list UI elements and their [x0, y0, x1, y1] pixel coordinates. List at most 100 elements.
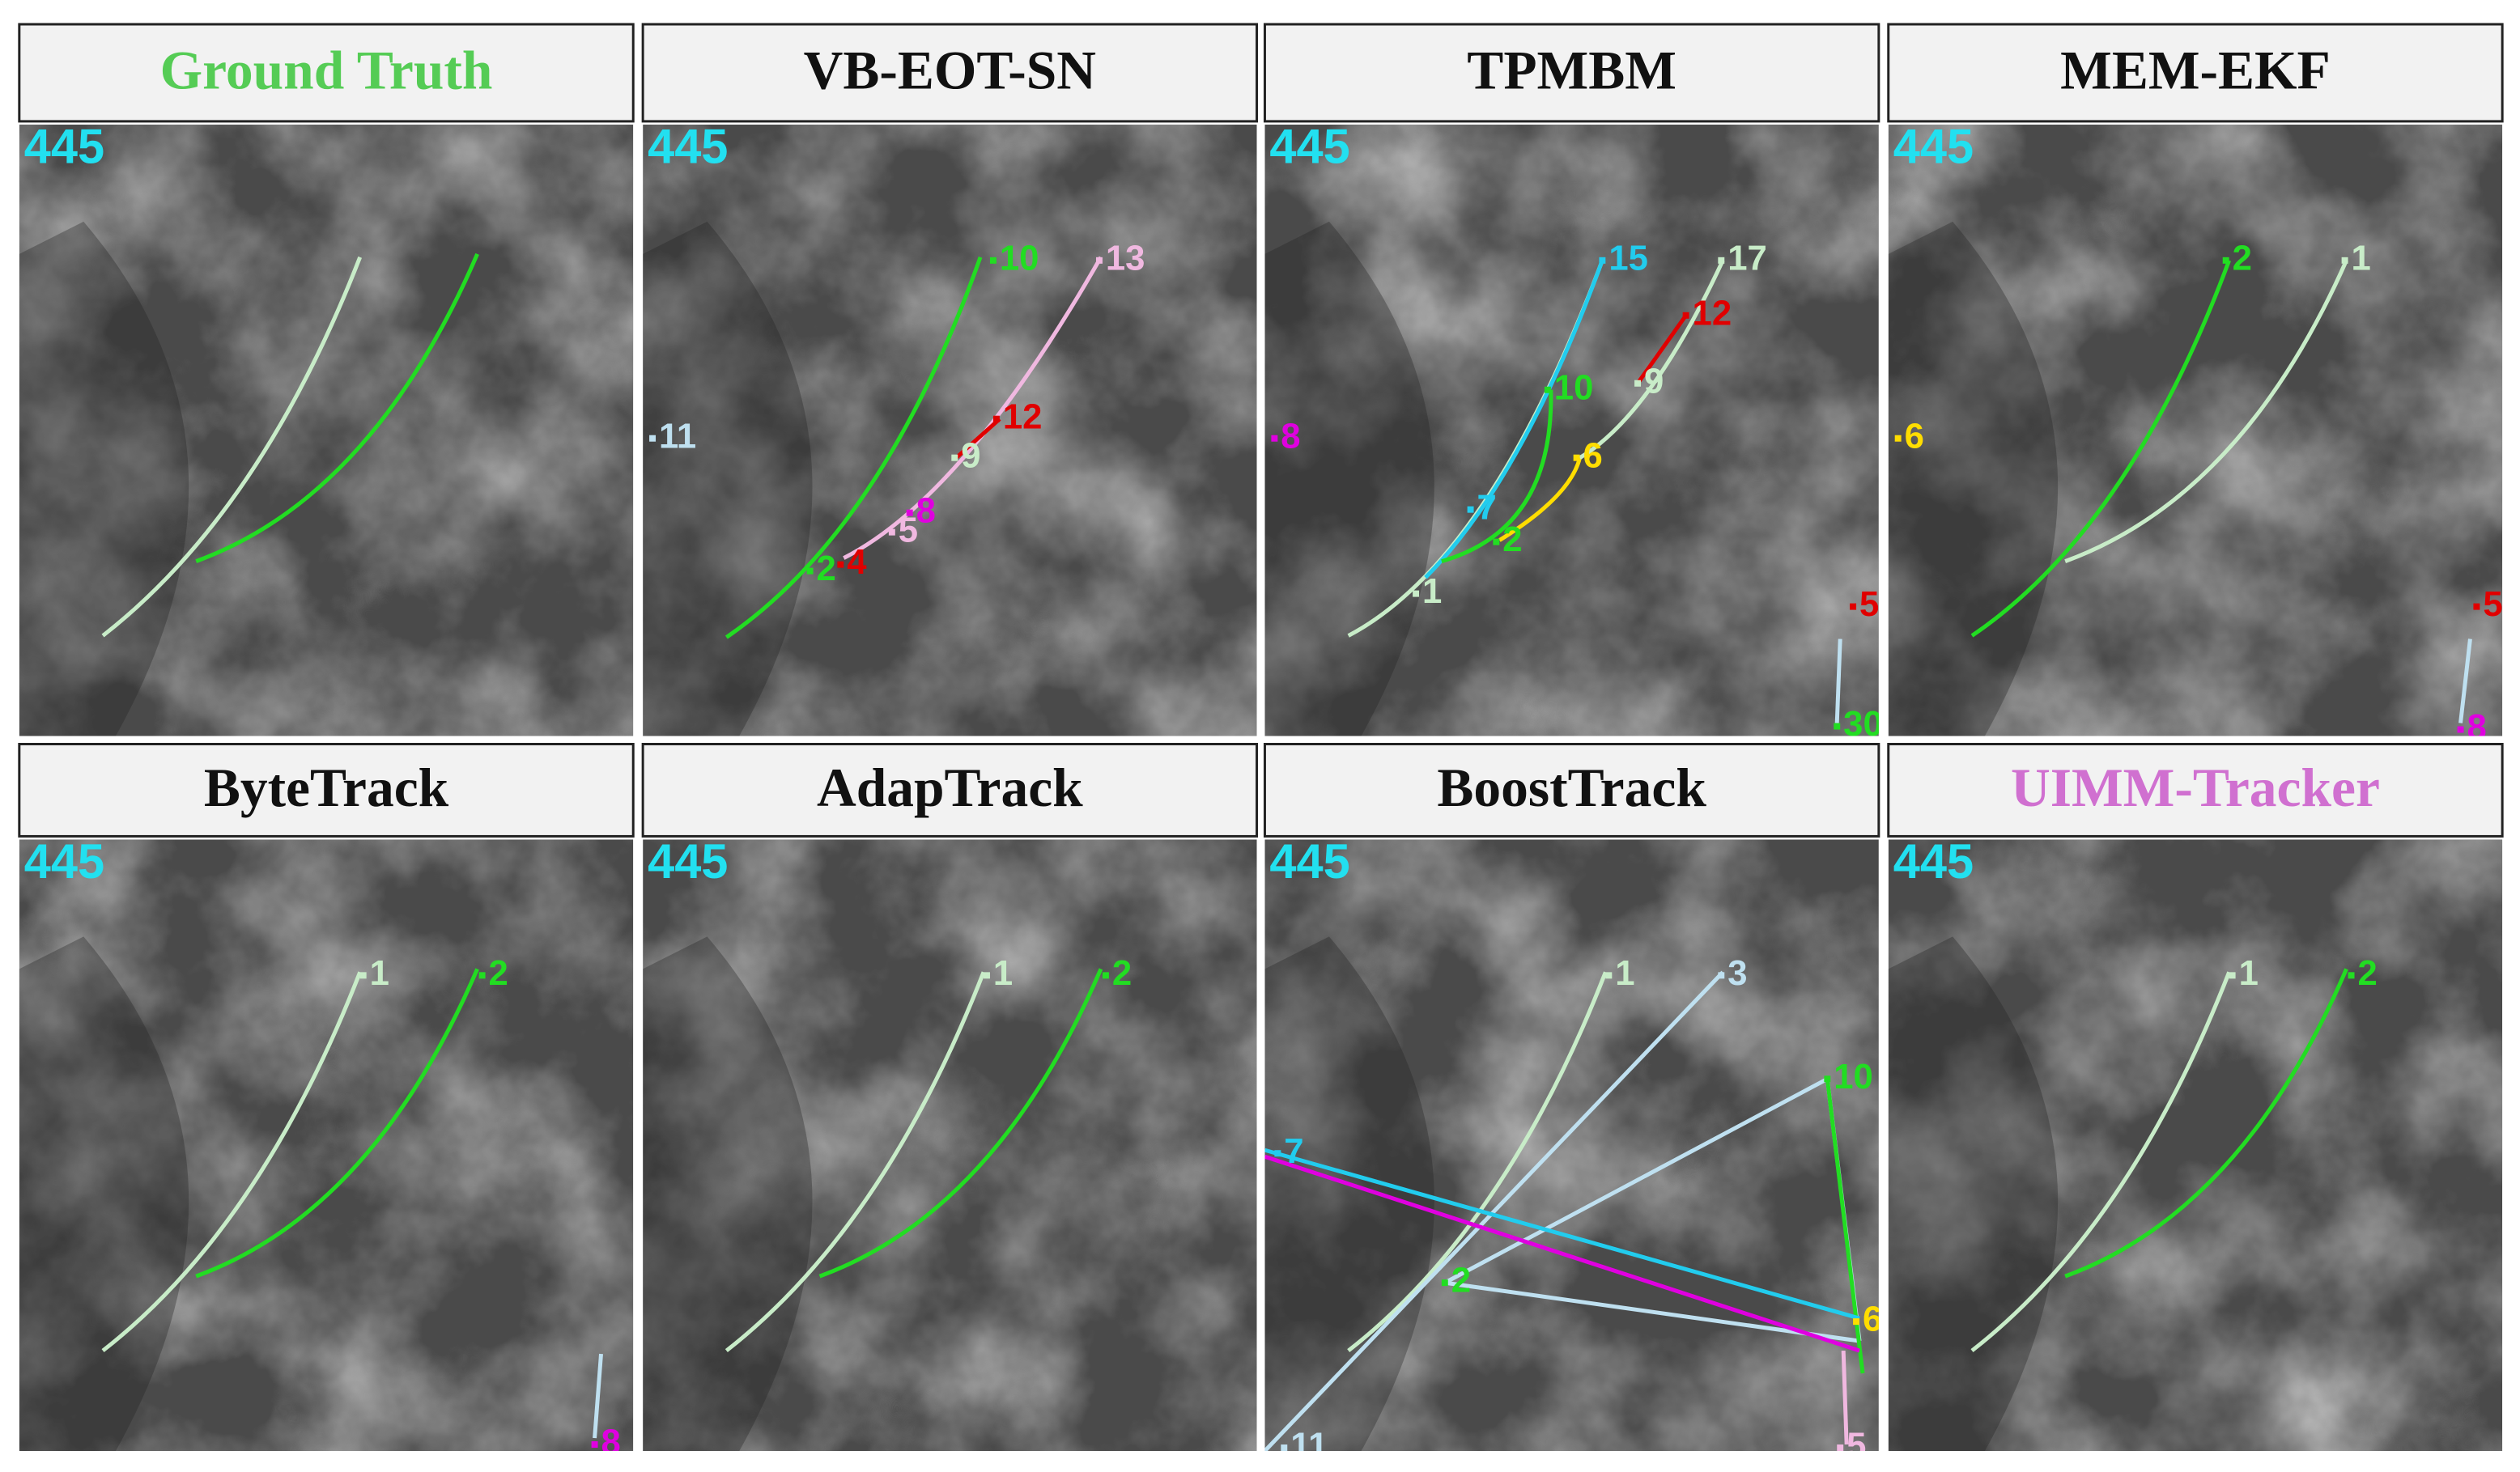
track-id: 1 — [2352, 238, 2371, 278]
panel-title: ByteTrack — [204, 757, 449, 818]
panel: ByteTrack 1 2 8 445 — [18, 742, 635, 1452]
track-id: 3 — [1727, 953, 1747, 993]
satellite-image: 1 2 8 445 — [19, 839, 634, 1452]
track-id: 5 — [1846, 1426, 1866, 1466]
dark-band — [643, 936, 813, 1452]
track — [2064, 968, 2348, 1279]
track-id: 2 — [1502, 520, 1522, 559]
track-head — [1493, 538, 1500, 545]
track-id: 8 — [916, 490, 936, 530]
track-id: 10 — [1554, 367, 1594, 407]
track-head — [1682, 312, 1689, 319]
title-box — [1263, 23, 1880, 123]
tracks: 1 2 8 — [101, 953, 621, 1451]
track-head — [1824, 1075, 1831, 1083]
track-head — [478, 972, 486, 979]
track-head — [649, 435, 657, 442]
panel: Ground Truth 445 — [18, 23, 635, 736]
track-head — [591, 1441, 598, 1449]
track-id: 1 — [1615, 953, 1634, 993]
track-head — [1271, 435, 1278, 442]
frame-number: 445 — [648, 834, 728, 889]
track-id: 30 — [1843, 704, 1883, 744]
track-head — [1281, 1444, 1288, 1452]
tracks — [101, 252, 479, 638]
image-clouds — [643, 124, 1257, 736]
panel-title: BoostTrack — [1437, 757, 1706, 818]
title-box — [1887, 742, 2504, 838]
track — [2064, 259, 2348, 563]
track-id: 4 — [847, 542, 867, 582]
track-head — [837, 561, 844, 568]
track-id: 11 — [1290, 1426, 1328, 1466]
track-head — [992, 415, 1000, 422]
track-id: 15 — [1608, 238, 1648, 278]
panel-title: AdapTrack — [817, 757, 1083, 818]
track-id: 5 — [899, 510, 918, 549]
track-id: 7 — [1477, 487, 1497, 527]
panel: MEM-EKF 2 1 6 5 8 445 — [1887, 23, 2504, 736]
track-id: 7 — [1284, 1131, 1303, 1171]
track-id: 2 — [2233, 238, 2252, 278]
image-clouds — [1264, 124, 1879, 736]
track — [1970, 971, 2231, 1353]
track — [725, 256, 983, 639]
track-id: 10 — [1834, 1057, 1873, 1097]
image-clouds — [643, 839, 1257, 1452]
track — [1841, 1350, 1849, 1445]
frame-number: 445 — [1269, 119, 1349, 173]
track-id: 8 — [1281, 416, 1300, 456]
track-head — [1544, 386, 1551, 393]
dark-band — [19, 936, 189, 1452]
track-head — [2473, 603, 2480, 610]
frame-number: 445 — [648, 119, 728, 173]
panel-title: MEM-EKF — [2060, 40, 2331, 100]
track-id: 2 — [817, 549, 836, 588]
track — [818, 968, 1103, 1279]
track-id: 12 — [1693, 293, 1732, 333]
track-head — [1834, 723, 1841, 730]
title-box — [1263, 742, 1880, 838]
track-head — [2229, 972, 2236, 979]
track-id: 6 — [1583, 435, 1603, 475]
track-id: 6 — [1905, 416, 1924, 456]
track-head — [951, 454, 958, 461]
panel: AdapTrack 1 2 445 — [641, 742, 1259, 1452]
track-head — [1441, 1279, 1448, 1287]
track-id: 2 — [1112, 953, 1132, 993]
track — [843, 256, 1103, 560]
track-id: 1 — [2239, 953, 2259, 993]
image-clouds — [1264, 839, 1879, 1452]
dark-band — [1264, 936, 1434, 1452]
track-id: 2 — [1451, 1261, 1471, 1300]
track — [2458, 638, 2472, 723]
track — [1970, 259, 2231, 638]
track-id: 1 — [1422, 571, 1442, 611]
track-head — [1718, 257, 1725, 264]
satellite-image: 2 1 6 5 8 445 — [1888, 124, 2503, 736]
track-id: 5 — [2483, 584, 2502, 624]
title-box — [641, 23, 1259, 123]
track-id: 11 — [659, 416, 696, 456]
track-head — [1573, 454, 1580, 461]
track-head — [1605, 972, 1613, 979]
track-id: 10 — [1000, 238, 1039, 278]
image-clouds — [19, 124, 634, 736]
track-head — [888, 528, 895, 536]
track — [101, 971, 363, 1353]
track-head — [1599, 257, 1606, 264]
track-head — [1274, 1150, 1281, 1157]
frame-number: 445 — [1269, 834, 1349, 889]
satellite-image: 445 — [19, 124, 634, 736]
title-box — [18, 23, 635, 123]
image-clouds — [1888, 124, 2503, 736]
